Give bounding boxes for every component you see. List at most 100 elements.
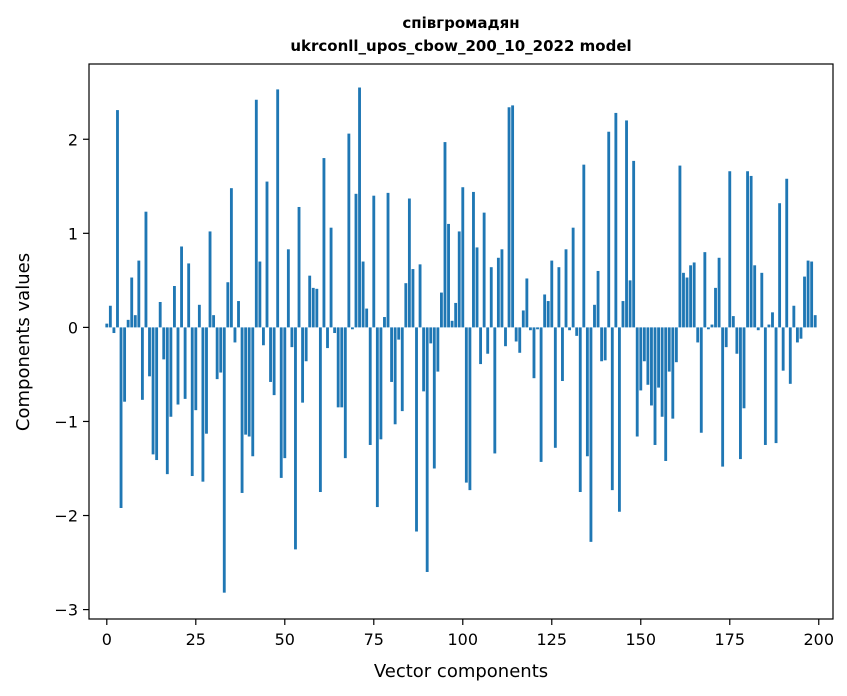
bar-198 [810, 261, 814, 328]
bar-140 [603, 327, 607, 361]
bar-101 [464, 327, 468, 483]
bar-67 [343, 327, 347, 459]
bar-33 [222, 327, 226, 593]
bar-172 [717, 257, 721, 328]
bar-64 [333, 327, 337, 334]
bar-176 [731, 316, 735, 328]
bar-130 [568, 327, 571, 331]
bar-99 [457, 231, 461, 328]
bar-59 [315, 288, 319, 328]
bar-166 [696, 327, 700, 343]
bar-187 [771, 312, 774, 328]
bar-169 [706, 327, 710, 330]
bar-121 [536, 327, 539, 330]
bar-133 [578, 327, 582, 493]
bar-51 [286, 249, 290, 328]
bar-50 [283, 327, 287, 459]
bar-92 [432, 327, 436, 469]
bar-29 [208, 231, 212, 328]
bar-110 [496, 257, 500, 328]
bar-55 [301, 327, 305, 403]
bar-153 [650, 327, 653, 406]
bar-145 [621, 301, 625, 328]
bar-143 [614, 112, 618, 328]
bar-134 [582, 164, 586, 328]
bar-179 [742, 327, 746, 409]
bar-142 [610, 327, 614, 491]
x-tick-label: 25 [186, 630, 206, 649]
bar-32 [219, 327, 223, 373]
x-tick-label: 0 [102, 630, 112, 649]
bar-168 [703, 252, 707, 328]
bar-127 [557, 267, 561, 328]
bar-157 [664, 327, 668, 461]
bar-173 [721, 327, 725, 467]
bar-107 [486, 327, 490, 354]
bar-30 [212, 315, 216, 328]
bar-83 [400, 327, 404, 412]
bar-115 [514, 327, 518, 342]
bar-119 [528, 327, 532, 331]
y-tick-label: −2 [54, 507, 78, 526]
y-tick-label: −1 [54, 412, 78, 431]
bar-139 [600, 327, 604, 362]
chart-title-line-2: ukrconll_upos_cbow_200_10_2022 model [290, 37, 631, 55]
bar-120 [532, 327, 536, 379]
y-tick-label: 1 [68, 224, 78, 243]
bar-177 [735, 327, 739, 354]
bar-28 [205, 327, 208, 434]
bar-74 [368, 327, 372, 445]
bar-111 [500, 249, 504, 328]
bar-94 [440, 292, 443, 328]
bar-10 [140, 327, 144, 400]
bar-149 [635, 327, 639, 437]
bar-100 [461, 187, 465, 328]
bar-178 [739, 327, 742, 460]
bar-147 [628, 280, 632, 328]
bar-106 [482, 212, 486, 328]
bar-156 [660, 327, 664, 417]
bar-81 [393, 327, 397, 425]
bar-105 [479, 327, 483, 365]
bar-20 [176, 327, 180, 405]
x-tick-label: 100 [448, 630, 479, 649]
bar-141 [607, 131, 611, 328]
x-tick-label: 175 [714, 630, 745, 649]
bar-80 [390, 327, 394, 382]
bar-103 [472, 191, 475, 328]
bar-102 [468, 327, 472, 491]
bar-152 [646, 327, 650, 385]
bar-9 [137, 260, 141, 328]
bar-112 [504, 327, 507, 347]
bar-155 [657, 327, 660, 388]
bar-6 [126, 319, 130, 328]
bar-154 [653, 327, 657, 445]
y-axis-label: Components values [13, 253, 34, 431]
bar-42 [254, 99, 258, 328]
bar-151 [642, 327, 646, 362]
bar-88 [418, 264, 422, 328]
bar-21 [180, 246, 183, 328]
bar-192 [788, 327, 792, 384]
bar-25 [194, 327, 198, 411]
bar-159 [671, 327, 675, 419]
bar-162 [682, 272, 685, 328]
bar-96 [447, 223, 450, 328]
bar-48 [276, 89, 280, 328]
y-tick-label: 0 [68, 318, 78, 337]
bar-131 [571, 227, 575, 328]
bar-63 [329, 227, 333, 328]
bar-79 [386, 192, 390, 328]
bar-47 [272, 327, 276, 396]
bar-129 [564, 249, 568, 328]
bar-41 [251, 327, 255, 457]
bar-77 [379, 327, 383, 440]
bar-116 [518, 327, 522, 353]
bar-138 [596, 270, 600, 328]
bar-193 [792, 305, 796, 328]
bar-72 [361, 261, 365, 328]
bar-87 [415, 327, 418, 532]
bar-45 [265, 181, 269, 328]
bar-128 [561, 327, 564, 382]
